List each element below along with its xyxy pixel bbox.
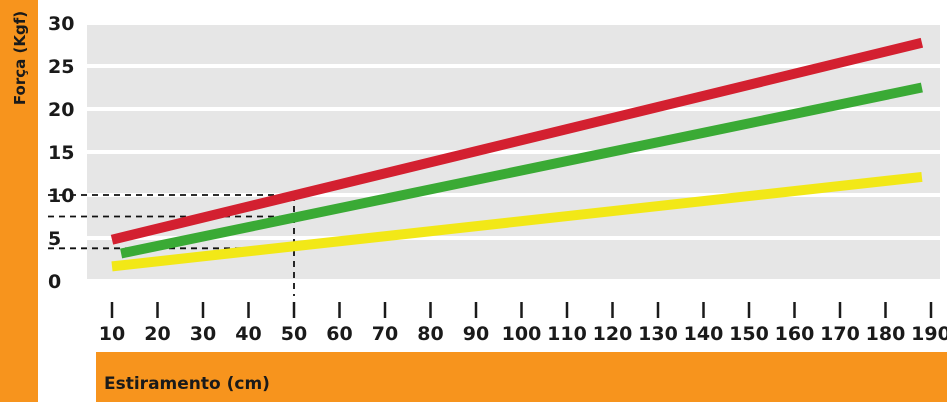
x-tick-label: 130 (638, 323, 678, 345)
y-tick-label: 25 (48, 56, 74, 78)
y-tick-label: 0 (48, 271, 61, 293)
x-tick-label: 90 (463, 323, 489, 345)
grid-band (87, 25, 940, 64)
x-ticks: 10 20 30 40 50 60 70 80 90 100 110 120 130 140 150 160 1… (99, 302, 947, 345)
x-tick-label: 160 (775, 323, 815, 345)
y-tick-label: 15 (48, 142, 74, 164)
ylabel-bar (0, 0, 38, 402)
xlabel-bar (96, 352, 947, 402)
x-tick-label: 170 (820, 323, 860, 345)
x-tick-label: 40 (235, 323, 261, 345)
x-tick-label: 100 (502, 323, 542, 345)
x-tick-label: 140 (684, 323, 724, 345)
series-line (111, 171, 923, 272)
x-tick-label: 150 (729, 323, 769, 345)
y-tick-label: 20 (48, 99, 74, 121)
reference-lines (48, 194, 295, 296)
x-tick-label: 30 (190, 323, 216, 345)
x-tick-label: 110 (547, 323, 587, 345)
x-tick-label: 10 (99, 323, 125, 345)
x-tick-label: 190 (911, 323, 947, 345)
series-line (110, 37, 924, 245)
grid-bands (87, 25, 940, 279)
x-tick-label: 180 (866, 323, 906, 345)
x-tick-label: 50 (281, 323, 307, 345)
y-axis-label: Força (Kgf) (11, 11, 29, 105)
grid-band (87, 240, 940, 279)
y-tick-label: 30 (48, 13, 74, 35)
x-tick-label: 120 (593, 323, 633, 345)
y-tick-label: 10 (48, 185, 74, 207)
series-group (110, 37, 924, 272)
y-tick-label: 5 (48, 228, 61, 250)
x-tick-label: 20 (144, 323, 170, 345)
y-tick-labels: 0 5 10 15 20 25 30 (48, 13, 74, 293)
x-tick-label: 70 (372, 323, 398, 345)
series-line (120, 82, 923, 259)
x-axis-label: Estiramento (cm) (104, 374, 270, 394)
x-tick-label: 80 (417, 323, 443, 345)
x-tick-label: 60 (326, 323, 352, 345)
